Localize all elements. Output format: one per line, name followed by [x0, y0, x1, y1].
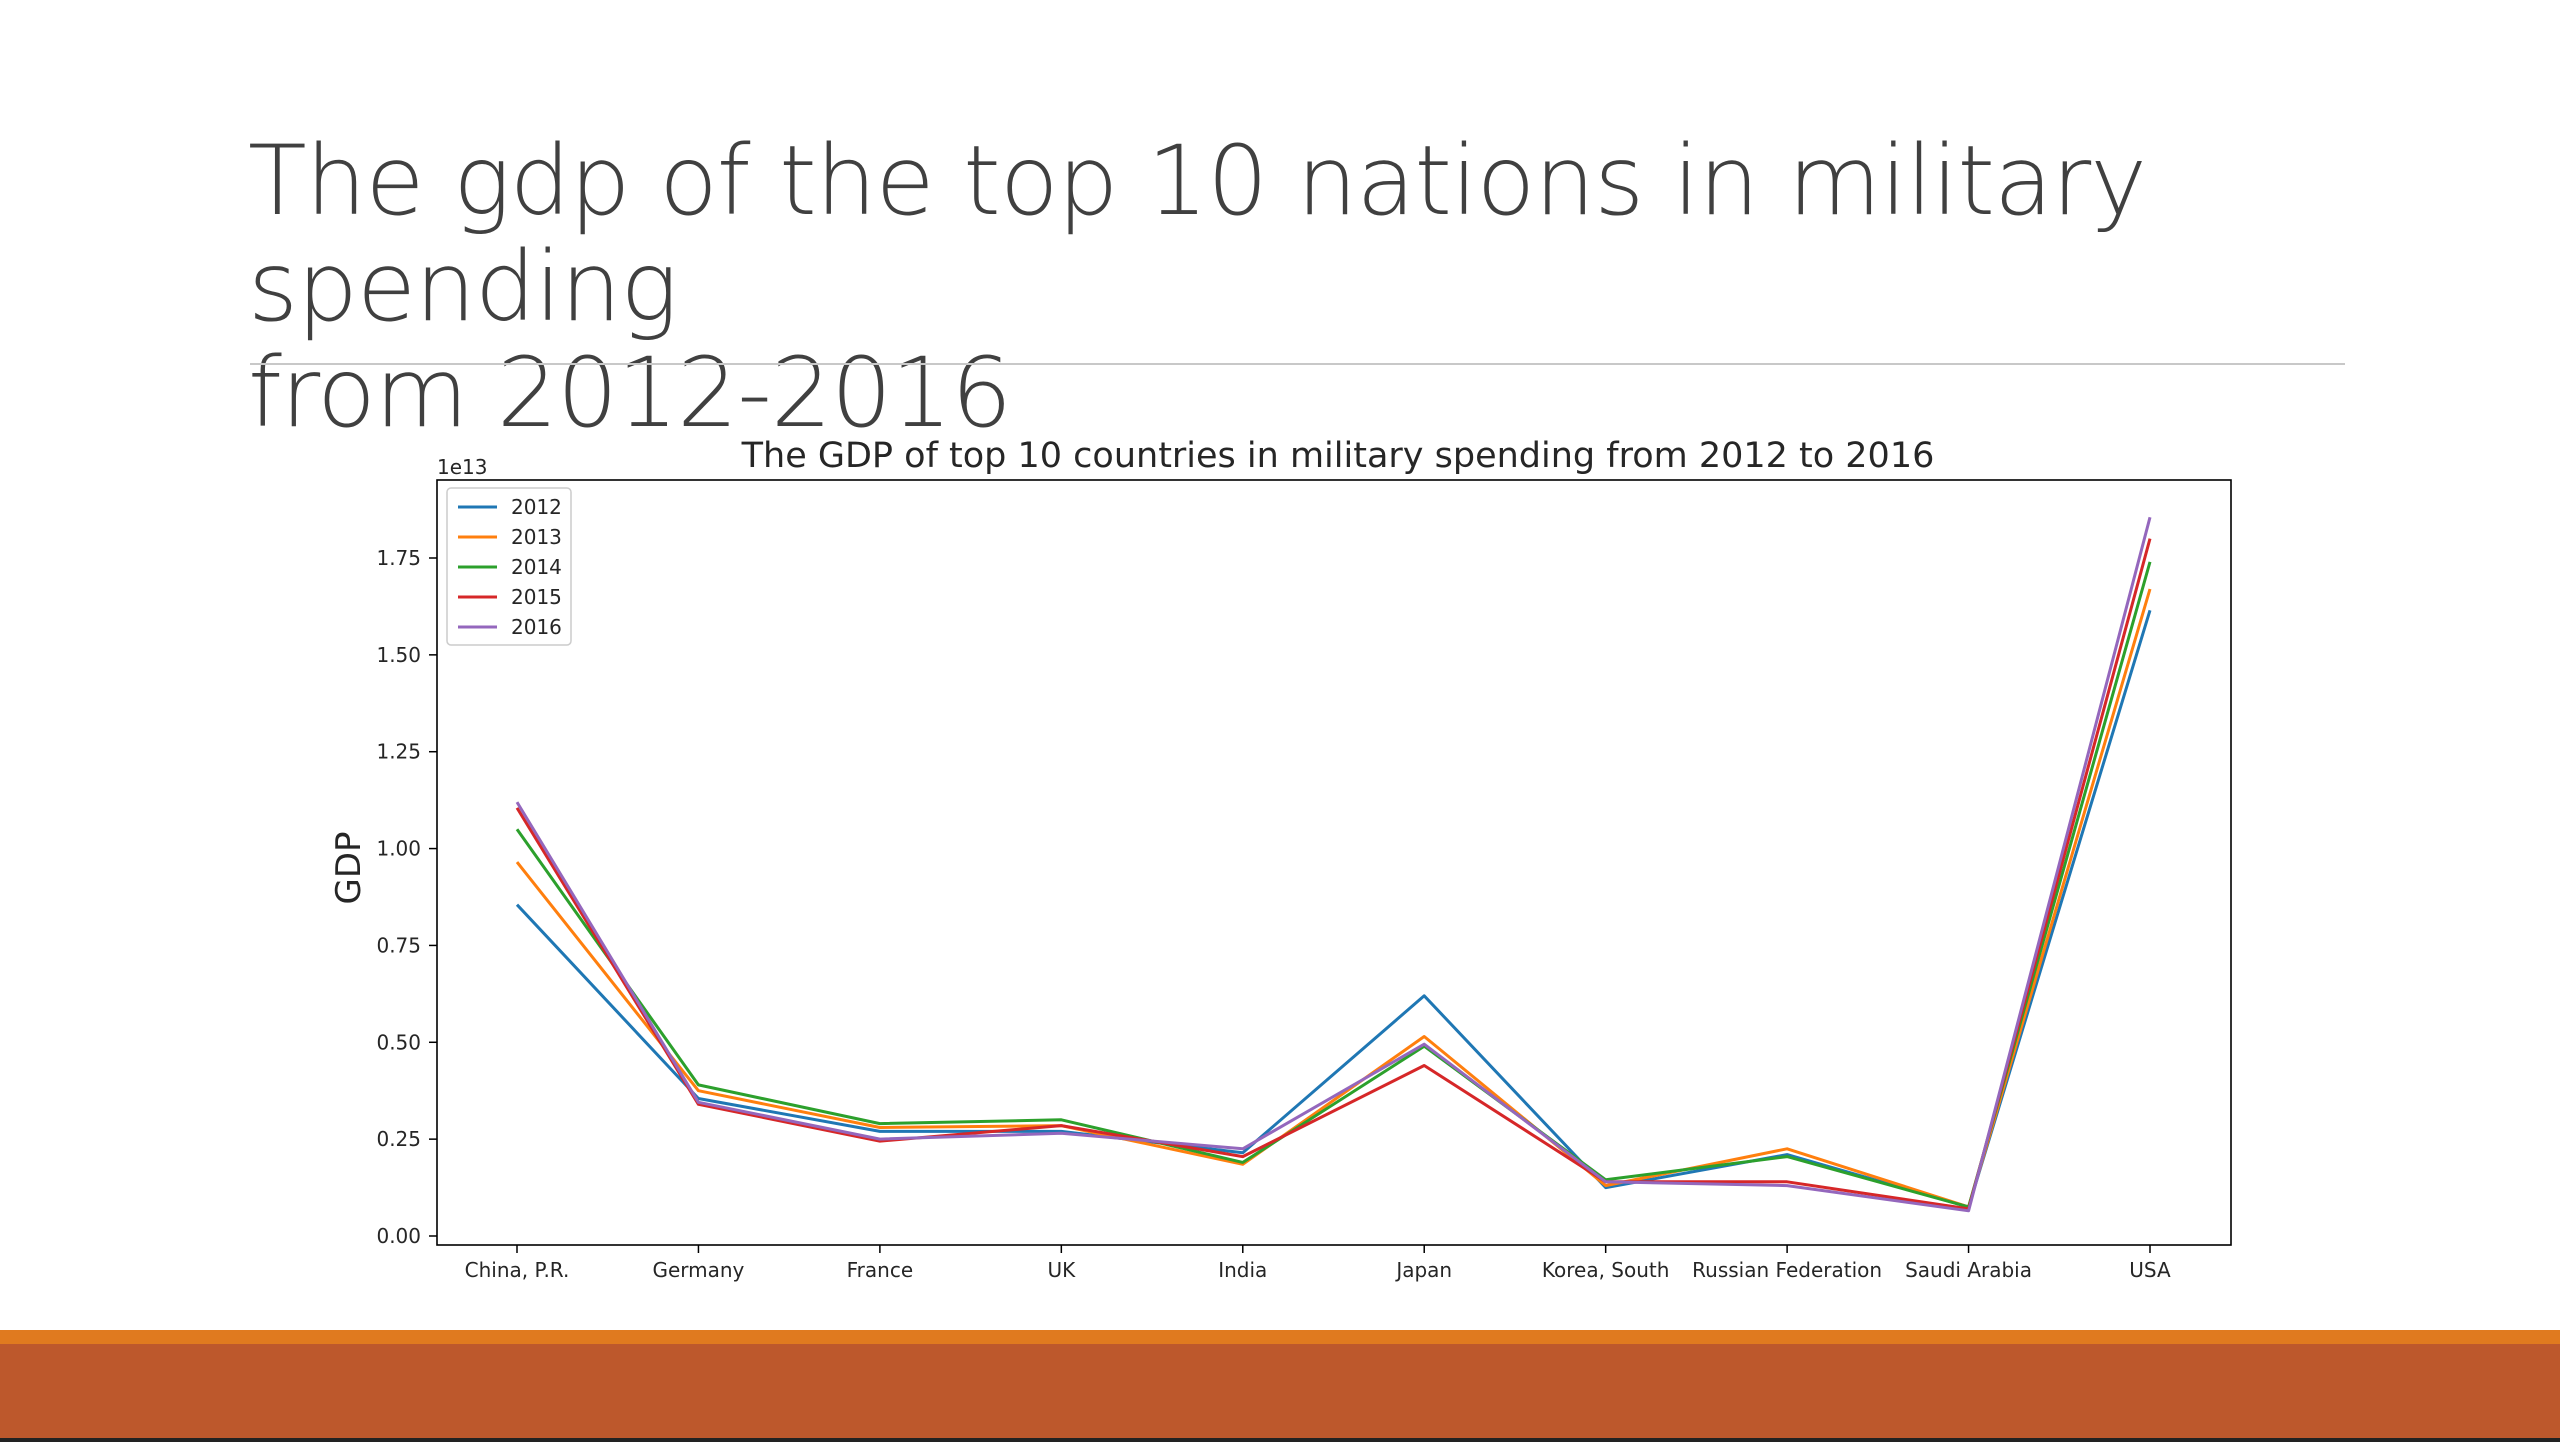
- legend-label-2012: 2012: [511, 495, 562, 519]
- y-tick-label: 0.50: [376, 1030, 421, 1054]
- x-axis-ticks: China, P.R. Germany France UK India Japan Kore…: [465, 1245, 2171, 1282]
- x-tick-label: Germany: [652, 1258, 744, 1282]
- y-axis-offset-label: 1e13: [437, 455, 487, 479]
- y-axis-ticks: 0.00 0.25 0.50 0.75 1.00 1.25 1.50 1.75: [376, 546, 437, 1248]
- y-tick-label: 0.75: [376, 933, 421, 957]
- x-tick-label: Korea, South: [1542, 1258, 1670, 1282]
- x-tick-label: Saudi Arabia: [1905, 1258, 2032, 1282]
- x-tick-label: China, P.R.: [465, 1258, 570, 1282]
- y-tick-label: 1.50: [376, 643, 421, 667]
- y-tick-label: 1.00: [376, 837, 421, 861]
- x-tick-label: USA: [2129, 1258, 2171, 1282]
- legend: 2012 2013 2014 2015 2016: [446, 487, 572, 646]
- series-line-2016: [515, 516, 2152, 1213]
- y-tick-label: 0.25: [376, 1127, 421, 1151]
- x-tick-label: India: [1218, 1258, 1267, 1282]
- legend-box: [446, 487, 572, 646]
- footer-edge: [0, 1438, 2560, 1442]
- legend-label-2013: 2013: [511, 525, 562, 549]
- x-tick-label: Japan: [1394, 1258, 1452, 1282]
- x-tick-label: Russian Federation: [1692, 1258, 1882, 1282]
- legend-label-2016: 2016: [511, 615, 562, 639]
- y-axis-label: GDP: [329, 831, 369, 904]
- series-line-2015: [515, 538, 2152, 1211]
- title-divider: [250, 363, 2345, 365]
- footer-band: [0, 1344, 2560, 1438]
- plot-area-frame: [436, 479, 2232, 1246]
- slide-title-line2: from 2012-2016: [248, 337, 1012, 449]
- x-tick-label: UK: [1047, 1258, 1076, 1282]
- series-line-2014: [515, 561, 2152, 1209]
- series-line-2013: [515, 588, 2152, 1209]
- chart-title: The GDP of top 10 countries in military …: [741, 436, 1935, 476]
- footer-accent-stripe: [0, 1330, 2560, 1344]
- y-tick-label: 1.75: [376, 546, 421, 570]
- line-chart: The GDP of top 10 countries in military …: [329, 436, 2232, 1282]
- x-tick-label: France: [847, 1258, 914, 1282]
- legend-label-2015: 2015: [511, 585, 562, 609]
- y-tick-label: 1.25: [376, 740, 421, 764]
- y-tick-label: 0.00: [376, 1224, 421, 1248]
- slide-title: The gdp of the top 10 nations in militar…: [248, 128, 2448, 446]
- series-lines: [515, 516, 2152, 1213]
- slide-title-line1: The gdp of the top 10 nations in militar…: [248, 125, 2147, 343]
- legend-label-2014: 2014: [511, 555, 562, 579]
